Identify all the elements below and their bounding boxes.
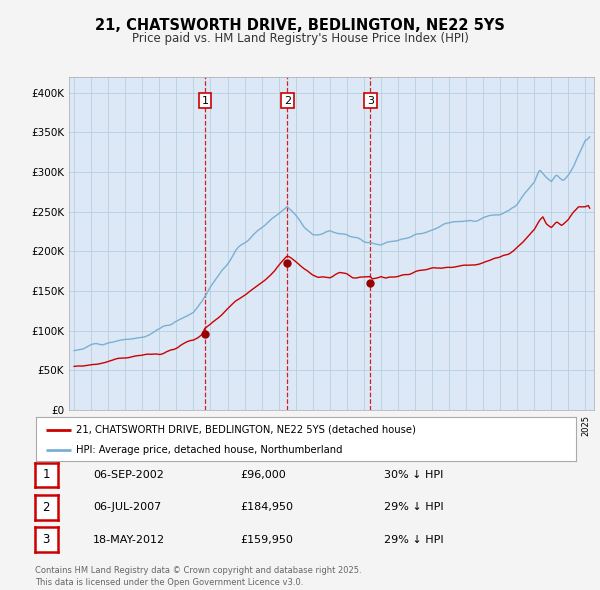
Text: HPI: Average price, detached house, Northumberland: HPI: Average price, detached house, Nort… <box>77 445 343 455</box>
Text: 2: 2 <box>43 501 50 514</box>
Text: 06-JUL-2007: 06-JUL-2007 <box>93 503 161 512</box>
Text: £96,000: £96,000 <box>240 470 286 480</box>
Text: 3: 3 <box>43 533 50 546</box>
Text: £184,950: £184,950 <box>240 503 293 512</box>
Text: 30% ↓ HPI: 30% ↓ HPI <box>384 470 443 480</box>
Text: 2: 2 <box>284 96 291 106</box>
Text: 21, CHATSWORTH DRIVE, BEDLINGTON, NE22 5YS (detached house): 21, CHATSWORTH DRIVE, BEDLINGTON, NE22 5… <box>77 425 416 434</box>
Text: 29% ↓ HPI: 29% ↓ HPI <box>384 535 443 545</box>
Text: 3: 3 <box>367 96 374 106</box>
Text: 1: 1 <box>43 468 50 481</box>
Text: Contains HM Land Registry data © Crown copyright and database right 2025.
This d: Contains HM Land Registry data © Crown c… <box>35 566 361 587</box>
Text: 1: 1 <box>202 96 208 106</box>
Text: 29% ↓ HPI: 29% ↓ HPI <box>384 503 443 512</box>
Text: £159,950: £159,950 <box>240 535 293 545</box>
Text: 18-MAY-2012: 18-MAY-2012 <box>93 535 165 545</box>
Text: 21, CHATSWORTH DRIVE, BEDLINGTON, NE22 5YS: 21, CHATSWORTH DRIVE, BEDLINGTON, NE22 5… <box>95 18 505 33</box>
Text: Price paid vs. HM Land Registry's House Price Index (HPI): Price paid vs. HM Land Registry's House … <box>131 32 469 45</box>
Text: 06-SEP-2002: 06-SEP-2002 <box>93 470 164 480</box>
